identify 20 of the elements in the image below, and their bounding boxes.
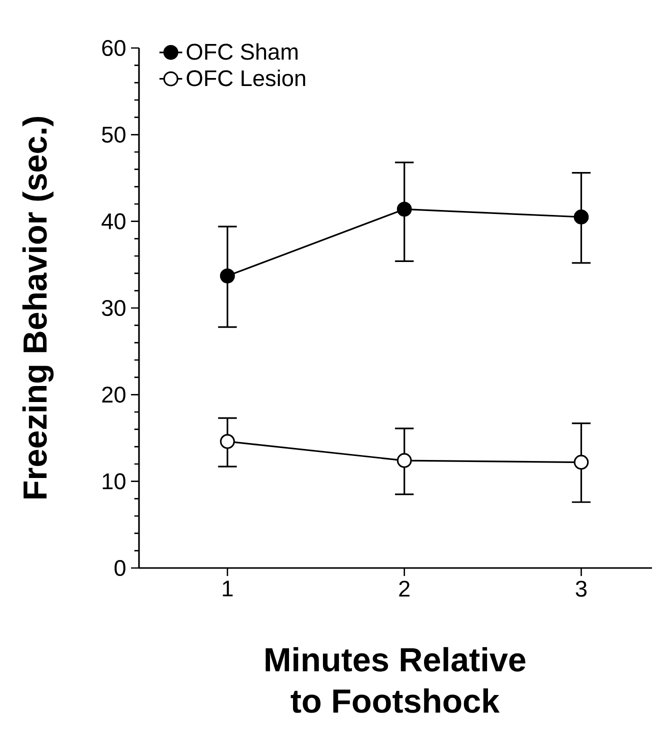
legend-label: OFC Sham [186,43,298,60]
y-tick-label: 30 [102,300,126,316]
point [220,434,235,449]
y-tick-label: 0 [114,560,126,576]
x-tick-label: 2 [399,580,410,597]
x-tick-label: 1 [222,580,233,596]
point [220,268,235,284]
x-tick-label: 3 [576,580,587,597]
y-tick-label: 10 [102,473,126,490]
x-axis-title: Minutes Relative to Footshock [266,647,526,713]
y-tick-label: 50 [102,126,126,143]
point [396,453,412,468]
point [574,210,589,224]
y-axis-title: Freezing Behavior (sec.) [22,117,54,498]
y-tick-label: 20 [102,386,126,403]
legend-label: OFC Lesion [186,70,306,86]
point [574,454,589,470]
point [396,202,412,217]
y-tick-label: 60 [102,40,126,56]
y-tick-label: 40 [102,213,126,230]
